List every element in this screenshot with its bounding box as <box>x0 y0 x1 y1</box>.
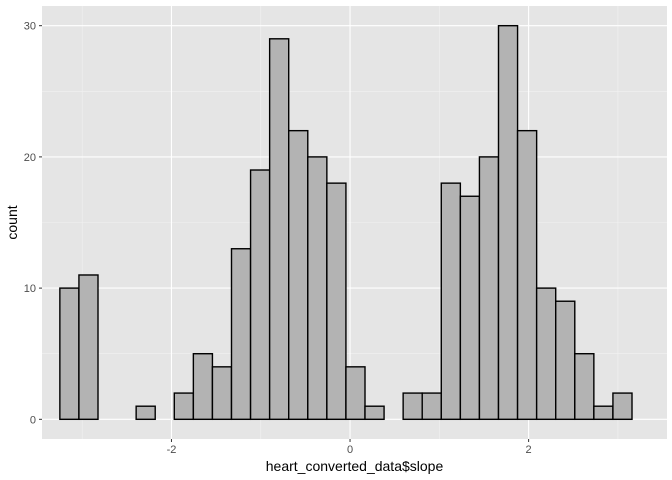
minor-gridlines <box>42 6 667 439</box>
histogram-bar <box>288 129 309 421</box>
histogram-bar <box>268 38 290 421</box>
histogram-bar <box>555 300 576 421</box>
histogram-bar <box>59 287 80 421</box>
histogram-bar <box>497 24 519 421</box>
x-tick-label: 0 <box>347 444 353 456</box>
y-tick-label: 10 <box>24 283 36 295</box>
y-axis-title: count <box>4 205 20 239</box>
histogram-bar <box>574 353 595 421</box>
histogram-bar <box>211 366 233 421</box>
y-axis: 0 10 20 30 <box>24 21 42 426</box>
histogram-bar <box>345 366 366 421</box>
x-axis: -2 0 2 <box>167 439 532 456</box>
histogram-bar <box>173 392 195 421</box>
histogram-bar <box>307 156 328 421</box>
histogram-bar <box>459 195 481 421</box>
x-tick-label: 2 <box>526 444 532 456</box>
x-axis-title: heart_converted_data$slope <box>266 458 444 474</box>
histogram-bar <box>440 182 462 421</box>
histogram-bar <box>593 405 614 421</box>
histogram-bar <box>249 169 271 421</box>
histogram-bar <box>535 287 557 421</box>
y-tick-label: 0 <box>30 414 36 426</box>
histogram-bars <box>59 24 633 421</box>
y-tick-label: 30 <box>24 21 36 33</box>
histogram-bar <box>135 405 156 421</box>
histogram-bar <box>192 353 214 421</box>
histogram-bar <box>612 392 633 421</box>
histogram-bar <box>364 405 385 421</box>
histogram-bar <box>478 156 500 421</box>
histogram-bar <box>402 392 423 421</box>
y-tick-label: 20 <box>24 152 36 164</box>
x-tick-label: -2 <box>167 444 177 456</box>
histogram-bar <box>421 392 442 421</box>
histogram-bar <box>230 248 252 421</box>
histogram-bar <box>516 129 538 421</box>
histogram-bar <box>78 274 99 421</box>
histogram-bar <box>326 182 347 421</box>
